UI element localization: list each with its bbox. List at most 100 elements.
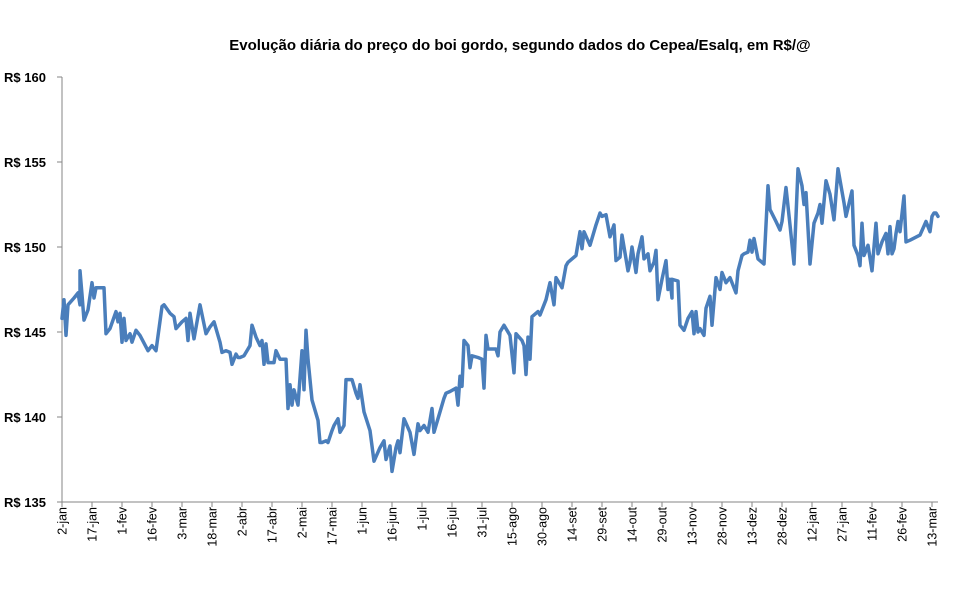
data-point — [300, 349, 304, 352]
data-point — [336, 417, 340, 420]
data-point — [326, 441, 330, 444]
data-point — [286, 407, 290, 410]
data-point — [888, 225, 892, 228]
data-point — [720, 271, 724, 274]
data-point — [852, 244, 856, 247]
data-point — [802, 203, 806, 206]
x-tick-label: 1-fev — [116, 506, 130, 535]
data-point — [752, 237, 756, 240]
data-point — [292, 388, 296, 391]
data-point — [640, 235, 644, 238]
x-tick-label: 15-ago — [506, 507, 520, 546]
data-point — [560, 286, 564, 289]
data-point — [430, 407, 434, 410]
data-point — [728, 276, 732, 279]
data-point — [682, 329, 686, 332]
data-point — [824, 179, 828, 182]
data-points — [60, 167, 940, 473]
data-point — [236, 356, 240, 359]
data-point — [402, 417, 406, 420]
data-point — [250, 324, 254, 327]
data-point — [548, 281, 552, 284]
y-tick-label: R$ 155 — [4, 155, 46, 170]
data-point — [494, 347, 498, 351]
x-tick-label: 3-mar — [176, 507, 190, 540]
data-point — [792, 262, 796, 266]
data-point — [884, 232, 888, 235]
y-axis-ticks: R$ 160 R$ 155 R$ 150 R$ 145 R$ 140 R$ 135 — [4, 70, 62, 510]
data-point — [710, 324, 714, 327]
data-point — [714, 276, 718, 279]
data-point — [204, 332, 208, 335]
x-tick-label: 29-set — [596, 506, 610, 541]
data-point — [828, 193, 832, 196]
data-point — [686, 317, 690, 320]
data-point — [462, 339, 466, 342]
data-point — [78, 269, 82, 272]
data-point — [886, 252, 890, 255]
data-point — [104, 332, 108, 335]
x-tick-label: 16-jun — [386, 507, 400, 542]
data-point — [442, 397, 446, 400]
data-point — [480, 358, 484, 361]
data-point — [880, 240, 884, 244]
data-point — [850, 189, 854, 193]
data-point — [866, 244, 870, 247]
data-point — [168, 312, 172, 315]
data-point — [208, 325, 212, 329]
x-tick-label: 2-mai — [296, 507, 310, 538]
data-point — [384, 458, 388, 461]
data-point — [218, 341, 222, 344]
data-point — [476, 356, 480, 359]
data-point — [272, 361, 276, 364]
data-point — [734, 291, 738, 295]
x-tick-label: 18-mar — [206, 507, 220, 547]
data-point — [742, 252, 746, 255]
data-point — [554, 276, 558, 279]
x-tick-label: 17-jan — [86, 507, 100, 542]
data-point — [642, 257, 646, 261]
data-point — [228, 351, 232, 354]
data-point — [762, 262, 766, 266]
data-point — [780, 220, 784, 223]
data-point — [676, 279, 680, 283]
data-point — [692, 332, 696, 335]
data-point — [368, 429, 372, 432]
data-point — [188, 312, 192, 315]
data-point — [748, 239, 752, 242]
data-point — [354, 392, 358, 395]
data-point — [870, 269, 874, 272]
data-point — [708, 295, 712, 298]
data-point — [382, 439, 386, 442]
data-point — [528, 358, 532, 361]
data-point — [116, 320, 120, 323]
data-point — [670, 278, 674, 281]
data-point — [258, 344, 262, 347]
data-point — [936, 215, 940, 218]
data-point — [546, 290, 550, 293]
data-point — [150, 344, 154, 347]
data-point — [82, 318, 86, 322]
data-point — [612, 223, 616, 227]
data-point — [344, 378, 348, 381]
data-point — [668, 278, 672, 281]
data-point — [154, 349, 158, 352]
data-point — [284, 358, 288, 361]
data-point — [264, 342, 268, 346]
data-point — [904, 240, 908, 244]
data-point — [162, 303, 166, 306]
data-point — [90, 281, 94, 284]
data-point — [120, 341, 124, 344]
data-point — [604, 213, 608, 216]
data-point — [224, 349, 228, 352]
data-point — [102, 286, 106, 289]
x-tick-label: 1-jun — [356, 507, 370, 535]
x-tick-label: 12-jan — [806, 507, 820, 542]
data-point — [310, 398, 314, 402]
y-tick-label: R$ 145 — [4, 325, 46, 340]
data-point — [524, 373, 528, 376]
data-point — [60, 317, 64, 320]
data-point — [836, 167, 840, 170]
data-point — [114, 310, 118, 313]
data-point — [628, 261, 632, 264]
